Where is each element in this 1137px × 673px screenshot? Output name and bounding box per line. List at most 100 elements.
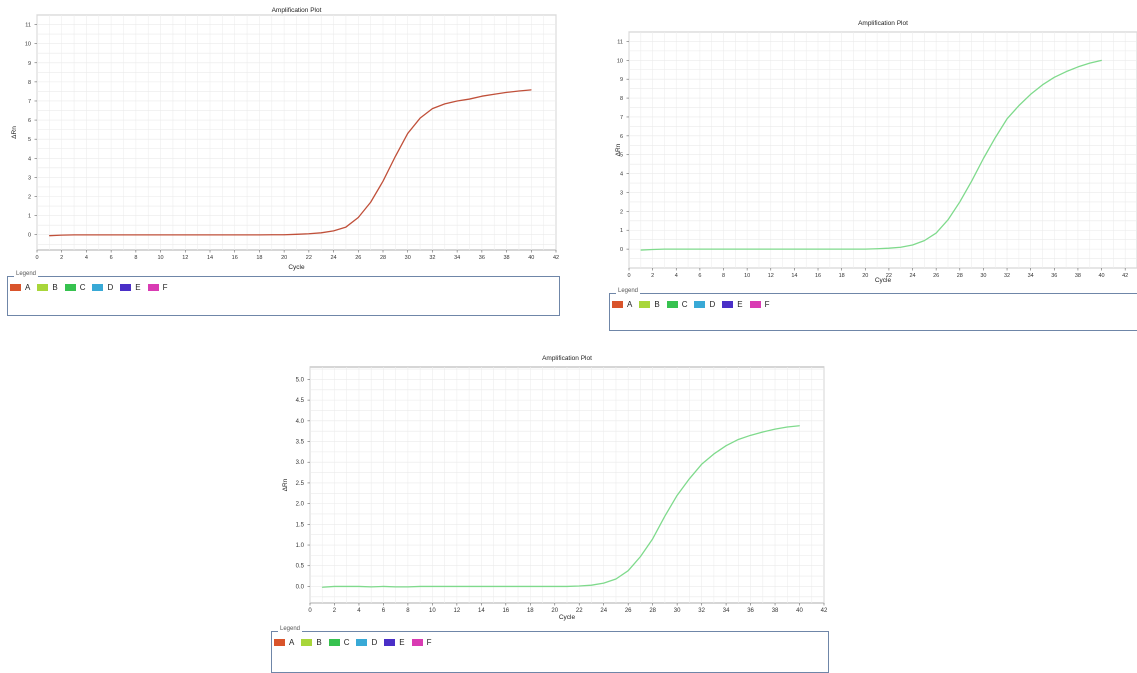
data-point (1006, 118, 1008, 120)
legend-item-C: C (666, 300, 687, 309)
x-tick-label: 0 (308, 608, 312, 614)
data-point (935, 232, 937, 234)
legend-item-F: F (411, 638, 432, 647)
data-point (1053, 76, 1055, 78)
legend-label: E (737, 300, 743, 309)
data-point (603, 582, 605, 584)
x-tick-label: 2 (60, 255, 63, 261)
x-tick-label: 4 (357, 608, 361, 614)
data-point (506, 91, 507, 93)
x-tick-label: 16 (815, 273, 821, 279)
series-line-C (322, 425, 800, 588)
data-point (853, 248, 854, 250)
data-point (357, 217, 359, 218)
legend-items-3: A B C D E F (274, 638, 438, 647)
data-point (61, 234, 63, 236)
data-point (734, 248, 736, 250)
data-point (711, 248, 713, 250)
legend-item-D: D (356, 638, 377, 647)
y-tick-label: 5 (28, 137, 31, 143)
data-point (947, 219, 949, 221)
x-tick-label: 14 (207, 255, 213, 261)
data-point (1089, 62, 1091, 64)
data-point (221, 234, 223, 236)
legend-title-3: Legend (278, 626, 303, 632)
data-point (676, 494, 678, 496)
data-point (135, 234, 137, 236)
data-point (578, 585, 580, 587)
x-tick-label: 16 (502, 608, 509, 614)
data-point (762, 431, 764, 433)
data-point (725, 445, 727, 447)
data-point (98, 234, 100, 236)
data-point (652, 249, 654, 250)
data-point (407, 586, 409, 588)
data-point (615, 578, 617, 580)
x-tick-label: 40 (796, 608, 803, 614)
data-point (419, 117, 421, 119)
data-point (296, 233, 297, 235)
data-point (48, 235, 50, 237)
data-point (591, 584, 592, 586)
x-tick-label: 0 (35, 255, 38, 261)
data-point (320, 232, 322, 234)
y-tick-label: 7 (620, 115, 623, 121)
data-point (664, 248, 665, 250)
legend-swatch (37, 284, 49, 291)
legend-label: B (52, 283, 58, 292)
data-point (383, 586, 384, 587)
legend-label: D (371, 638, 378, 647)
legend-swatch (612, 301, 623, 308)
x-tick-label: 22 (306, 255, 312, 261)
data-point (640, 556, 641, 558)
legend-label: F (426, 638, 432, 647)
y-tick-label: 9 (28, 61, 31, 67)
x-tick-label: 42 (1122, 273, 1128, 279)
y-axis-label-1: ΔRn (11, 126, 18, 139)
x-tick-label: 36 (479, 255, 485, 261)
data-point (160, 234, 161, 236)
data-point (358, 586, 360, 587)
legend-label: A (25, 283, 31, 292)
data-point (805, 248, 807, 250)
x-tick-label: 34 (454, 255, 460, 261)
data-point (184, 234, 186, 236)
data-point (209, 234, 211, 236)
data-point (1101, 59, 1102, 61)
y-tick-label: 1.0 (296, 543, 305, 549)
data-point (394, 155, 396, 157)
data-point (983, 158, 984, 159)
x-tick-label: 30 (405, 255, 411, 261)
data-point (699, 248, 701, 250)
x-tick-label: 20 (862, 273, 868, 279)
data-point (770, 248, 772, 250)
legend-swatch (274, 639, 285, 646)
data-point (1065, 71, 1067, 73)
data-point (675, 248, 677, 250)
data-point (701, 463, 703, 465)
x-tick-label: 24 (331, 255, 337, 261)
legend-box-2: Legend A B C D E F (609, 288, 1137, 331)
data-point (687, 248, 689, 250)
data-point (395, 586, 397, 588)
series-line-A (49, 89, 532, 237)
legend-items-2: A B C D E F (612, 300, 776, 309)
x-tick-label: 18 (256, 255, 262, 261)
data-point (147, 234, 149, 236)
data-point (841, 248, 843, 250)
legend-swatch (666, 301, 678, 308)
data-point (923, 240, 925, 242)
y-tick-label: 3 (28, 175, 31, 181)
legend-swatch (694, 301, 706, 308)
data-point (994, 137, 996, 139)
data-point (864, 248, 866, 250)
y-tick-label: 1.5 (296, 522, 305, 528)
data-point (493, 93, 495, 95)
x-tick-label: 14 (791, 273, 797, 279)
legend-swatch (10, 284, 21, 291)
y-axis-label-2: ΔRn (615, 143, 622, 156)
data-point (456, 100, 458, 102)
x-tick-label: 20 (551, 608, 558, 614)
legend-title-1: Legend (14, 271, 39, 277)
